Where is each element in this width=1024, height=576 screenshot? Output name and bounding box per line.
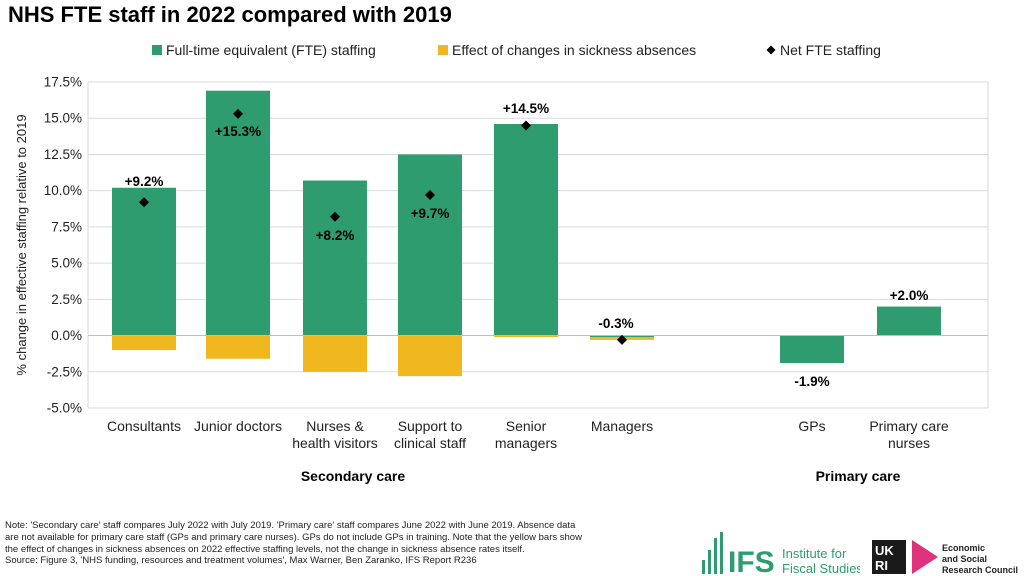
data-label: +2.0% (890, 288, 929, 303)
y-tick-label: 5.0% (51, 256, 82, 271)
x-category-label: clinical staff (394, 435, 466, 451)
x-category-label: managers (495, 435, 557, 451)
chart: 17.5% 15.0% 12.5% 10.0% 7.5% 5.0% 2.5% 0.0% -2.5… (14, 42, 989, 484)
chart-note: Note: 'Secondary care' staff compares Ju… (5, 520, 695, 567)
x-category-label: GPs (798, 418, 825, 434)
y-tick-label: -5.0% (47, 401, 82, 416)
group-label-primary: Primary care (816, 468, 901, 484)
net-fte-marker (139, 197, 149, 208)
ukri-mark-line-2: RI (875, 558, 888, 573)
x-category-label: Senior (506, 418, 547, 434)
y-tick-label: 12.5% (44, 147, 82, 162)
fte-bar (780, 335, 844, 364)
y-tick-label: -2.5% (47, 364, 82, 379)
x-category-label: Consultants (107, 418, 181, 434)
data-label: +14.5% (503, 101, 549, 116)
fte-bar (303, 180, 367, 336)
ifs-bars-icon (702, 532, 723, 574)
x-category-label: Support to (398, 418, 463, 434)
note-source: Source: Figure 3, 'NHS funding, resource… (5, 555, 477, 567)
x-category-label: health visitors (292, 435, 378, 451)
y-tick-label: 7.5% (51, 219, 82, 234)
legend-marker-net (766, 45, 776, 55)
ukri-triangle-icon (912, 540, 938, 574)
ukri-logo: UK RI Economic and Social Research Counc… (872, 540, 1018, 575)
y-axis-label: % change in effective staffing relative … (14, 114, 29, 375)
fte-bar (877, 306, 941, 336)
data-label: +9.7% (411, 206, 450, 221)
data-label: -0.3% (598, 316, 633, 331)
fte-bar (494, 124, 558, 336)
sickness-bar (494, 335, 558, 338)
ifs-mark: IFS (728, 546, 775, 576)
x-category-label: Primary care (869, 418, 949, 434)
note-line-2: are not available for primary care staff… (5, 531, 582, 543)
fte-bar (398, 154, 462, 336)
legend-label-sickness: Effect of changes in sickness absences (452, 42, 696, 58)
data-label: +8.2% (316, 228, 355, 243)
ukri-mark-background (872, 540, 906, 574)
ifs-name-line-1: Institute for (782, 546, 847, 561)
sickness-bar (112, 335, 176, 351)
note-line-1: Note: 'Secondary care' staff compares Ju… (5, 520, 576, 531)
ifs-logo: IFS Institute for Fiscal Studies (702, 532, 860, 576)
y-tick-label: 17.5% (44, 75, 82, 90)
sickness-bar (303, 335, 367, 372)
chart-title: NHS FTE staff in 2022 compared with 2019 (8, 2, 452, 27)
fte-bar (112, 187, 176, 336)
y-tick-label: 0.0% (51, 328, 82, 343)
x-category-label: nurses (888, 435, 930, 451)
note-line-3: the effect of changes in sickness absenc… (5, 543, 525, 555)
x-category-label: Nurses & (306, 418, 364, 434)
sickness-bar (206, 335, 270, 359)
net-fte-marker (617, 334, 627, 345)
legend-label-fte: Full-time equivalent (FTE) staffing (166, 42, 376, 58)
fte-bar (206, 90, 270, 336)
ukri-name-line-3: Research Council (942, 565, 1018, 575)
data-label: +9.2% (125, 174, 164, 189)
ukri-mark-line-1: UK (875, 543, 894, 558)
data-label: -1.9% (794, 374, 829, 389)
y-tick-label: 10.0% (44, 183, 82, 198)
legend-swatch-fte (152, 45, 162, 55)
sickness-bar (398, 335, 462, 377)
y-tick-label: 2.5% (51, 292, 82, 307)
x-category-label: Junior doctors (194, 418, 282, 434)
ukri-name-line-2: and Social (942, 554, 987, 564)
net-fte-marker (521, 120, 531, 131)
x-category-label: Managers (591, 418, 653, 434)
net-fte-marker (330, 211, 340, 222)
legend-label-net: Net FTE staffing (780, 42, 881, 58)
group-label-secondary: Secondary care (301, 468, 405, 484)
y-tick-label: 15.0% (44, 111, 82, 126)
data-label: +15.3% (215, 124, 261, 139)
ifs-name-line-2: Fiscal Studies (782, 561, 860, 576)
ukri-name-line-1: Economic (942, 543, 985, 553)
net-fte-marker (425, 190, 435, 201)
legend-swatch-sickness (438, 45, 448, 55)
net-fte-marker (233, 108, 243, 119)
